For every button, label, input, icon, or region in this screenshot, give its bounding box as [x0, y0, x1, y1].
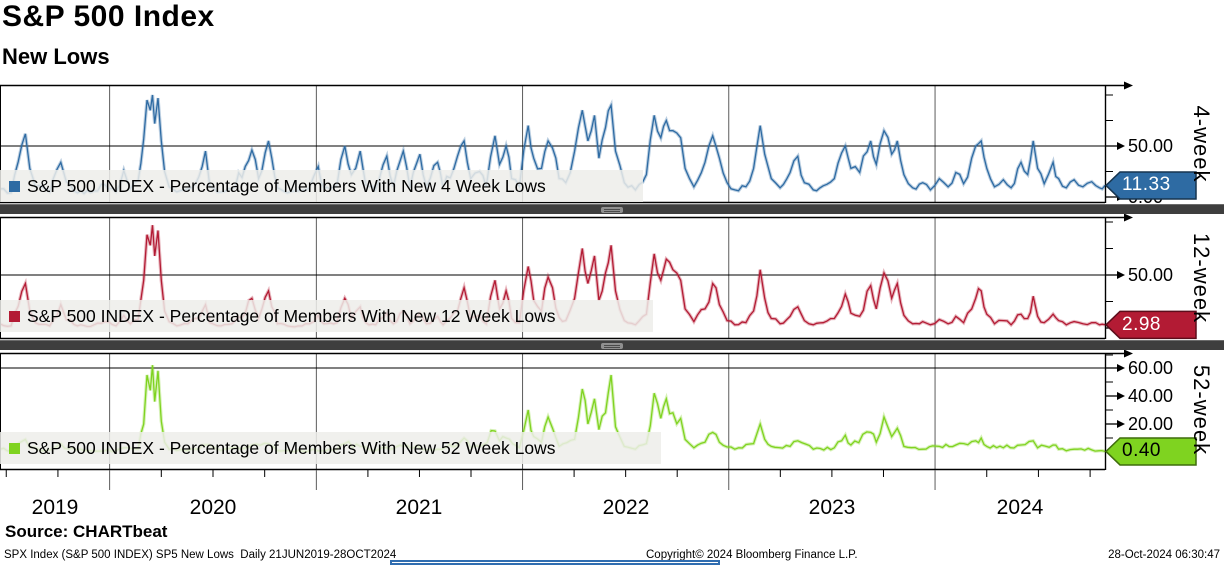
x-tick-2023: 2023: [808, 496, 856, 519]
legend-swatch-4-week-icon: [9, 180, 20, 192]
footer-security-info: SPX Index (S&P 500 INDEX) SP5 New Lows D…: [4, 549, 397, 561]
panel-divider-2[interactable]: [0, 340, 1224, 350]
x-tick-2022: 2022: [602, 496, 650, 519]
bottom-edge-widget: [390, 560, 720, 565]
page-title: S&P 500 Index: [2, 0, 215, 33]
x-tick-2024: 2024: [996, 496, 1044, 519]
x-tick-2019: 2019: [31, 496, 79, 519]
panel-label-4-week: 4-week: [1189, 105, 1214, 183]
x-tick-2021: 2021: [395, 496, 443, 519]
last-value-badge-52-week: 0.40: [1122, 440, 1161, 462]
divider-grip-icon[interactable]: [601, 207, 623, 213]
legend-52-week[interactable]: S&P 500 INDEX - Percentage of Members Wi…: [0, 432, 661, 464]
legend-label-52-week: S&P 500 INDEX - Percentage of Members Wi…: [27, 437, 556, 458]
svg-text:50.00: 50.00: [1128, 265, 1173, 285]
panel-label-52-week: 52-week: [1189, 364, 1214, 456]
legend-swatch-12-week-icon: [9, 310, 20, 322]
divider-grip-icon[interactable]: [601, 343, 623, 349]
x-tick-2020: 2020: [189, 496, 237, 519]
footer-timestamp: 28-Oct-2024 06:30:47: [1108, 549, 1220, 561]
footer-copyright: Copyright© 2024 Bloomberg Finance L.P.: [646, 549, 858, 561]
panel-divider-1[interactable]: [0, 204, 1224, 214]
svg-text:40.00: 40.00: [1128, 386, 1173, 406]
legend-label-4-week: S&P 500 INDEX - Percentage of Members Wi…: [27, 175, 546, 196]
legend-4-week[interactable]: S&P 500 INDEX - Percentage of Members Wi…: [0, 170, 643, 202]
legend-label-12-week: S&P 500 INDEX - Percentage of Members Wi…: [27, 305, 556, 326]
last-value-badge-12-week: 2.98: [1122, 313, 1161, 335]
source-line: Source: CHARTbeat: [5, 522, 168, 541]
page-subtitle: New Lows: [2, 44, 110, 69]
legend-12-week[interactable]: S&P 500 INDEX - Percentage of Members Wi…: [0, 300, 653, 332]
legend-swatch-52-week-icon: [9, 442, 20, 454]
svg-text:20.00: 20.00: [1128, 414, 1173, 434]
svg-text:60.00: 60.00: [1128, 358, 1173, 378]
svg-text:50.00: 50.00: [1128, 136, 1173, 156]
last-value-badge-4-week: 11.33: [1122, 174, 1171, 196]
panel-label-12-week: 12-week: [1189, 232, 1214, 324]
